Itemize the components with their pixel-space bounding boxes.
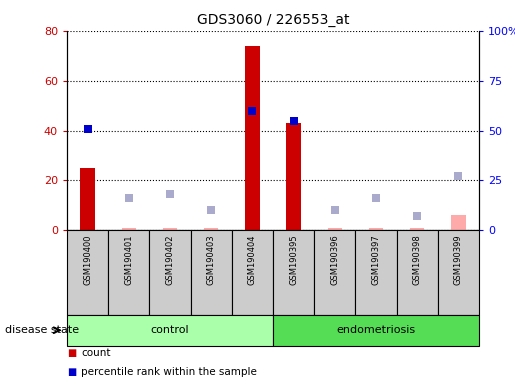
Bar [314,230,355,315]
Bar [355,230,397,315]
Text: GSM190400: GSM190400 [83,235,92,285]
Bar [191,230,232,315]
Bar [328,228,342,230]
Text: percentile rank within the sample: percentile rank within the sample [81,367,258,377]
Text: GSM190398: GSM190398 [413,235,422,285]
Bar [286,123,301,230]
Bar [245,46,260,230]
Bar [369,228,383,230]
Bar [80,168,95,230]
Bar [67,315,273,346]
Text: GSM190402: GSM190402 [165,235,175,285]
Bar [122,228,136,230]
Bar [232,230,273,315]
Text: endometriosis: endometriosis [336,325,416,335]
Bar [438,230,479,315]
Text: GSM190403: GSM190403 [207,235,216,285]
Bar [67,230,108,315]
Bar [149,230,191,315]
Text: ■: ■ [67,348,76,358]
Title: GDS3060 / 226553_at: GDS3060 / 226553_at [197,13,349,27]
Text: count: count [81,348,111,358]
Text: GSM190396: GSM190396 [330,235,339,285]
Bar [397,230,438,315]
Bar [204,228,218,230]
Bar [108,230,149,315]
Text: GSM190401: GSM190401 [124,235,133,285]
Bar [163,228,177,230]
Text: GSM190399: GSM190399 [454,235,463,285]
Text: GSM190395: GSM190395 [289,235,298,285]
Bar [451,215,466,230]
Bar [273,230,314,315]
Text: disease state: disease state [5,325,79,335]
Bar [410,228,424,230]
Text: GSM190397: GSM190397 [371,235,381,285]
Text: ■: ■ [67,367,76,377]
Bar [273,315,479,346]
Text: GSM190404: GSM190404 [248,235,257,285]
Text: control: control [151,325,190,335]
